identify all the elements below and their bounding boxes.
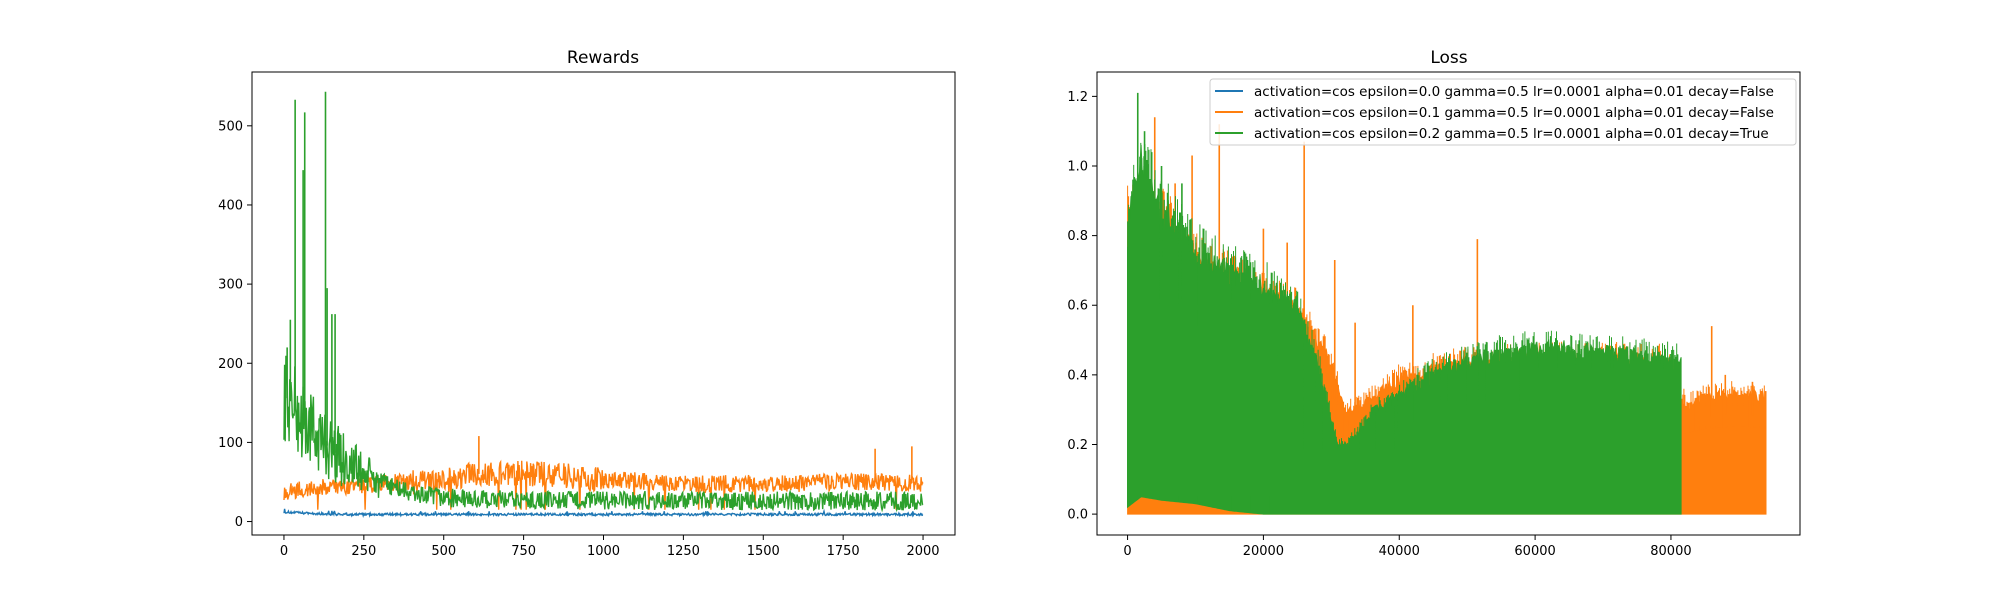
- loss-legend: activation=cos epsilon=0.0 gamma=0.5 lr=…: [1209, 78, 1797, 146]
- rewards-chart: Rewards 0 250 500 750 1000 1250 1500 1750 2000 0 1…: [218, 48, 956, 559]
- x-tick-label-1-0: 0: [1123, 544, 1131, 559]
- x-tick-label-1-2: 40000: [1379, 544, 1420, 559]
- loss-chart: Loss 0 20000 40000 60000 80000 0.0 0.2 0.4 0.6 0.…: [1067, 48, 1801, 559]
- axes-frame-1: [1096, 71, 1801, 536]
- legend-label-series-0: activation=cos epsilon=0.0 gamma=0.5 lr=…: [1254, 84, 1774, 100]
- legend-label-series-2: activation=cos epsilon=0.2 gamma=0.5 lr=…: [1254, 126, 1769, 142]
- loss-overlay-series-2: [1127, 155, 1682, 515]
- axes-frame-0: [251, 71, 956, 536]
- y-tick-label-1-4: 0.8: [1067, 229, 1088, 244]
- y-tick-label-0-0: 0: [235, 515, 243, 530]
- rewards-axes: 0 250 500 750 1000 1250 1500 1750 2000 0 100 200 300…: [218, 71, 956, 559]
- x-tick-label-0-1: 250: [351, 544, 376, 559]
- x-tick-label-1-1: 20000: [1243, 544, 1284, 559]
- rewards-series-2: [283, 355, 924, 513]
- y-tick-label-1-1: 0.2: [1067, 438, 1088, 453]
- y-tick-label-1-3: 0.6: [1067, 299, 1088, 314]
- x-tick-label-0-8: 2000: [906, 544, 939, 559]
- loss-axes: 0 20000 40000 60000 80000 0.0 0.2 0.4 0.6 0.8 1.0 1…: [1067, 71, 1801, 559]
- loss-plot-area: [1127, 92, 1767, 515]
- x-tick-label-0-3: 750: [511, 544, 536, 559]
- y-tick-label-0-2: 200: [218, 357, 243, 372]
- x-tick-label-1-3: 60000: [1514, 544, 1555, 559]
- y-tick-label-1-0: 0.0: [1067, 508, 1088, 523]
- y-tick-label-0-1: 100: [218, 436, 243, 451]
- rewards-plot-area: [283, 91, 924, 519]
- x-tick-label-0-0: 0: [280, 544, 288, 559]
- x-tick-label-0-6: 1500: [747, 544, 780, 559]
- loss-chart-title: Loss: [1430, 48, 1467, 68]
- y-tick-label-0-5: 500: [218, 119, 243, 134]
- y-tick-label-0-4: 400: [218, 198, 243, 213]
- x-tick-label-0-2: 500: [431, 544, 456, 559]
- rewards-series-1: [283, 459, 924, 510]
- x-tick-label-0-5: 1250: [667, 544, 700, 559]
- legend-label-series-1: activation=cos epsilon=0.1 gamma=0.5 lr=…: [1254, 105, 1774, 121]
- y-tick-label-1-6: 1.2: [1067, 90, 1088, 105]
- y-tick-label-1-2: 0.4: [1067, 368, 1088, 383]
- y-tick-label-0-3: 300: [218, 278, 243, 293]
- x-tick-label-1-4: 80000: [1650, 544, 1691, 559]
- rewards-series-0: [283, 508, 924, 519]
- y-tick-label-1-5: 1.0: [1067, 159, 1088, 174]
- legend-frame: [1209, 78, 1797, 146]
- x-tick-label-0-4: 1000: [587, 544, 620, 559]
- rewards-chart-title: Rewards: [567, 48, 639, 68]
- x-tick-label-0-7: 1750: [827, 544, 860, 559]
